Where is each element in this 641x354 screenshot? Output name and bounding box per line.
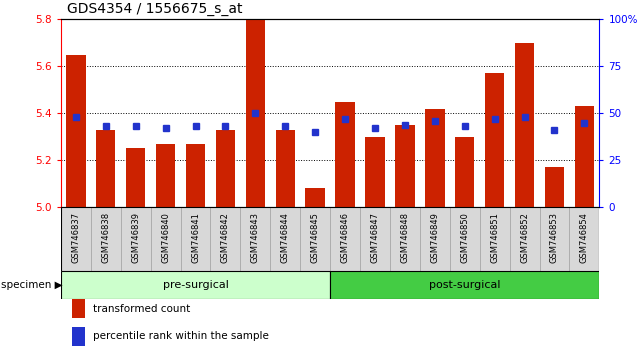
- Bar: [246, 19, 265, 207]
- Bar: [151, 207, 181, 271]
- Bar: [569, 207, 599, 271]
- Bar: [181, 207, 210, 271]
- Text: GDS4354 / 1556675_s_at: GDS4354 / 1556675_s_at: [67, 2, 243, 16]
- Text: GSM746847: GSM746847: [370, 212, 379, 263]
- Text: GSM746842: GSM746842: [221, 212, 230, 263]
- Bar: [450, 207, 479, 271]
- Bar: [485, 73, 504, 207]
- Bar: [330, 271, 599, 299]
- Text: GSM746839: GSM746839: [131, 212, 140, 263]
- Bar: [210, 207, 240, 271]
- Bar: [276, 130, 295, 207]
- Bar: [61, 271, 330, 299]
- Text: transformed count: transformed count: [93, 304, 190, 314]
- Text: GSM746850: GSM746850: [460, 212, 469, 263]
- Bar: [515, 43, 535, 207]
- Bar: [72, 326, 85, 346]
- Bar: [240, 207, 271, 271]
- Text: GSM746840: GSM746840: [161, 212, 170, 263]
- Text: GSM746841: GSM746841: [191, 212, 200, 263]
- Text: GSM746845: GSM746845: [311, 212, 320, 263]
- Bar: [390, 207, 420, 271]
- Bar: [306, 188, 325, 207]
- Bar: [271, 207, 300, 271]
- Bar: [545, 167, 564, 207]
- Bar: [335, 102, 355, 207]
- Text: GSM746837: GSM746837: [71, 212, 80, 263]
- Bar: [365, 137, 385, 207]
- Bar: [186, 144, 205, 207]
- Bar: [425, 109, 445, 207]
- Bar: [300, 207, 330, 271]
- Text: GSM746852: GSM746852: [520, 212, 529, 263]
- Bar: [360, 207, 390, 271]
- Bar: [66, 55, 86, 207]
- Text: GSM746853: GSM746853: [550, 212, 559, 263]
- Text: percentile rank within the sample: percentile rank within the sample: [93, 331, 269, 341]
- Bar: [96, 130, 115, 207]
- Text: GSM746846: GSM746846: [340, 212, 349, 263]
- Text: GSM746843: GSM746843: [251, 212, 260, 263]
- Bar: [215, 130, 235, 207]
- Bar: [479, 207, 510, 271]
- Bar: [395, 125, 415, 207]
- Bar: [510, 207, 540, 271]
- Text: post-surgical: post-surgical: [429, 280, 501, 290]
- Text: GSM746851: GSM746851: [490, 212, 499, 263]
- Text: GSM746838: GSM746838: [101, 212, 110, 263]
- Bar: [330, 207, 360, 271]
- Bar: [420, 207, 450, 271]
- Bar: [61, 207, 91, 271]
- Bar: [575, 106, 594, 207]
- Text: GSM746844: GSM746844: [281, 212, 290, 263]
- Bar: [540, 207, 569, 271]
- Bar: [126, 148, 146, 207]
- Bar: [455, 137, 474, 207]
- Bar: [121, 207, 151, 271]
- Bar: [72, 299, 85, 318]
- Bar: [156, 144, 176, 207]
- Bar: [91, 207, 121, 271]
- Text: GSM746854: GSM746854: [580, 212, 589, 263]
- Text: pre-surgical: pre-surgical: [163, 280, 228, 290]
- Text: specimen ▶: specimen ▶: [1, 280, 62, 290]
- Text: GSM746848: GSM746848: [401, 212, 410, 263]
- Text: GSM746849: GSM746849: [430, 212, 439, 263]
